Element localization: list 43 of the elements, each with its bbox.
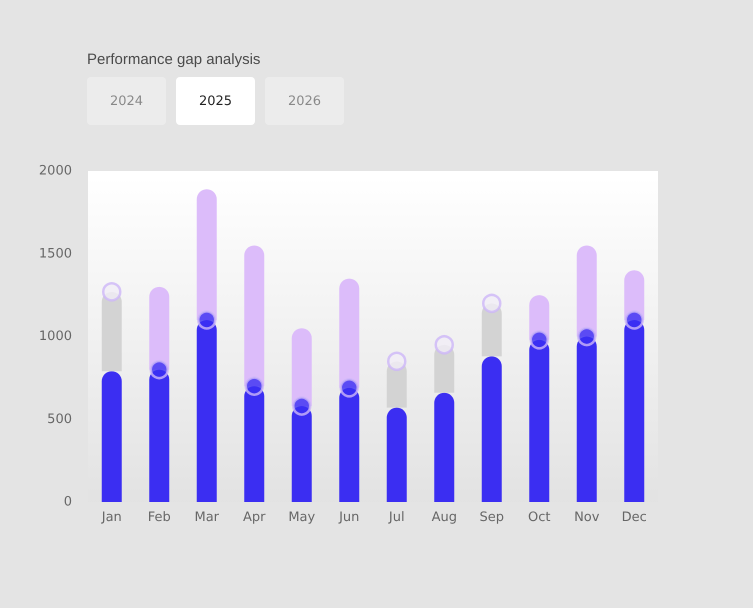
bar [576,245,597,336]
bar [149,286,170,370]
x-tick-label: May [288,510,316,525]
bar [244,245,264,386]
bar [434,392,454,502]
point [340,378,359,398]
bar [196,189,217,320]
text: 2024 [87,77,166,125]
bar [102,371,122,502]
x-tick-label: Oct [528,510,550,525]
x-tick-label: Dec [622,510,647,525]
x-tick-label: Aug [432,510,457,525]
point [577,326,596,346]
point [150,360,169,380]
point [482,294,502,314]
point [624,310,644,330]
bar [386,408,407,502]
point [292,396,312,416]
bar [339,278,360,388]
x-tick-label: Feb [148,510,171,525]
point [197,310,216,330]
text: 2025 [176,77,255,125]
x-tick-label: Jun [338,510,360,525]
y-tick-label: 1000 [38,329,72,344]
bar [482,356,502,502]
point [387,352,406,372]
x-tick-label: Mar [194,510,220,525]
y-tick-label: 1500 [38,246,72,262]
y-tick-label: 2000 [38,164,72,178]
x-tick-label: Sep [479,510,504,525]
y-tick-label: 500 [47,412,72,427]
x-tick-label: Jan [100,510,122,525]
point [102,282,122,302]
bar [292,328,312,406]
point [530,330,549,350]
text: 2026 [265,77,344,125]
chart-title: Performance gap analysis [87,51,260,68]
x-tick-label: Jul [388,510,405,525]
x-tick-label: Apr [243,510,266,525]
y-tick-label: 0 [64,494,72,510]
point [244,376,264,396]
point [434,335,454,355]
x-tick-label: Nov [574,510,600,525]
